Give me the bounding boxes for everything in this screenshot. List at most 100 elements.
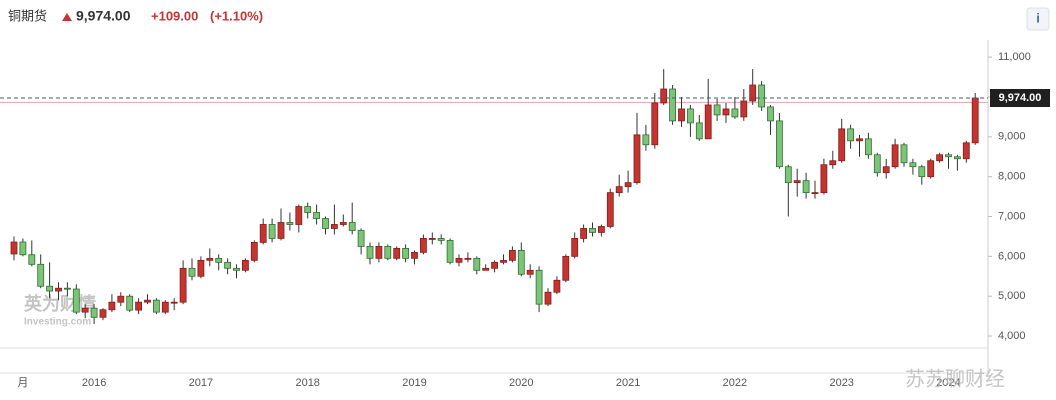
y-tick-label: 8,000 [998, 171, 1026, 183]
info-button[interactable] [1026, 7, 1050, 31]
candle-body [446, 240, 454, 263]
candle-body [241, 259, 249, 271]
y-tick-label: 7,000 [998, 210, 1026, 222]
candle-body [384, 245, 392, 259]
candle-body [10, 241, 18, 255]
candle-body [695, 122, 703, 140]
candle-body [811, 192, 819, 195]
candle-body [224, 261, 232, 269]
watermark-en: Investing.com [24, 317, 91, 328]
chart-title: 铜期货 [8, 8, 47, 23]
x-tick-label: 2022 [723, 377, 747, 389]
x-tick-label: 2019 [402, 377, 426, 389]
candle-body [678, 108, 685, 122]
candle-body [758, 84, 765, 108]
candle-body [820, 164, 828, 194]
x-tick-label: 2024 [936, 377, 960, 389]
candle-body [161, 301, 169, 313]
candle-body [544, 291, 552, 305]
candle-body [749, 84, 757, 102]
candle-body [882, 166, 890, 174]
candle-body [740, 100, 748, 118]
up-arrow [62, 13, 72, 21]
candle-body [64, 287, 71, 290]
candle-body [865, 138, 872, 156]
x-tick-label: 2016 [82, 377, 106, 389]
candle-body [37, 263, 45, 287]
candle-body [330, 224, 338, 229]
candle-body [945, 154, 952, 158]
y-tick-label: 6,000 [998, 250, 1026, 262]
candle-body [144, 299, 151, 303]
candle-body [731, 108, 739, 118]
candle-body [322, 218, 329, 229]
x-tick-label: 月 [17, 377, 28, 389]
candle-body [847, 128, 854, 142]
candle-body [598, 226, 605, 233]
candle-body [784, 166, 792, 184]
candle-body [669, 88, 676, 122]
candle-body [535, 269, 543, 305]
candle-body [46, 285, 53, 292]
candle-body [856, 138, 863, 142]
candle-body [28, 254, 36, 265]
candle-body [526, 269, 534, 275]
candle-body [606, 192, 614, 227]
candle-body [517, 249, 525, 275]
candle-body [491, 261, 499, 269]
candle-body [927, 160, 935, 178]
x-tick-label: 2018 [295, 377, 319, 389]
candle-body [72, 288, 80, 313]
candle-body [473, 257, 481, 271]
candle-body [909, 162, 917, 168]
candle-body [900, 144, 908, 164]
candle-body [402, 247, 410, 259]
x-tick-label: 2023 [829, 377, 853, 389]
candle-body [393, 247, 401, 259]
candle-body [722, 108, 730, 116]
x-tick-label: 2020 [509, 377, 533, 389]
candle-body [375, 245, 383, 259]
candle-body [215, 257, 223, 263]
candle-body [464, 257, 472, 260]
candle-body [918, 166, 926, 178]
candle-body [482, 267, 490, 271]
candle-body [81, 307, 89, 313]
candle-body [99, 309, 107, 318]
candle-body [633, 134, 641, 184]
candle-body [704, 104, 712, 140]
candle-body [687, 108, 694, 124]
candle-body [962, 142, 970, 160]
candle-body [295, 206, 303, 225]
candle-body [259, 224, 267, 243]
candle-body [179, 267, 187, 303]
candle-body [508, 249, 516, 261]
x-tick-label: 2017 [189, 377, 213, 389]
candle-body [19, 241, 27, 256]
candle-body [348, 222, 356, 231]
candle-body [304, 206, 312, 213]
candle-body [615, 186, 623, 194]
candle-body [580, 228, 587, 239]
candle-body [891, 144, 899, 168]
candle-body [793, 180, 801, 184]
candle-body [268, 224, 276, 239]
last-price-label: 9,974.00 [999, 92, 1042, 104]
last-price-tag [990, 89, 1050, 108]
watermark-right: 苏苏聊财经 [905, 367, 1005, 390]
y-tick-label: 4,000 [998, 330, 1026, 342]
info-icon: i [1036, 10, 1040, 25]
candle-body [135, 301, 143, 311]
candle-body [954, 156, 961, 160]
candle-body [624, 182, 632, 188]
candle-body [660, 88, 668, 104]
candle-body [117, 295, 125, 303]
candle-body [126, 295, 134, 311]
candle-body [589, 228, 596, 233]
candle-body [802, 180, 810, 194]
candle-body [767, 106, 774, 122]
candle-body [437, 238, 445, 241]
y-tick-label: 11,000 [998, 51, 1031, 63]
candle-body [152, 299, 160, 313]
